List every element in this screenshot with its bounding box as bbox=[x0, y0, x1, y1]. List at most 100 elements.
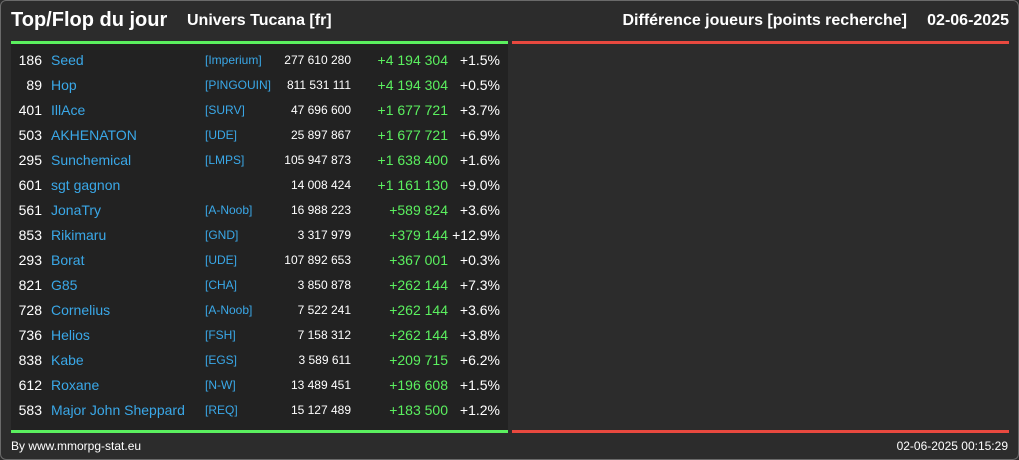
alliance-tag-link[interactable]: [UDE] bbox=[205, 128, 238, 142]
generated-timestamp: 02-06-2025 00:15:29 bbox=[896, 439, 1008, 453]
alliance-tag-link[interactable]: [UDE] bbox=[205, 253, 238, 267]
percent-change: +1.2% bbox=[459, 402, 500, 418]
player-row: 89 Hop [PINGOUIN] 811 531 111 +4 194 304 +0.5… bbox=[11, 73, 508, 98]
player-points: 105 947 873 bbox=[284, 153, 351, 167]
percent-change: +1.5% bbox=[459, 377, 500, 393]
percent-change: +12.9% bbox=[452, 227, 500, 243]
player-rank: 821 bbox=[18, 277, 42, 293]
player-name-link[interactable]: sgt gagnon bbox=[51, 177, 121, 193]
player-name-link[interactable]: Borat bbox=[51, 252, 85, 268]
points-delta: +1 638 400 bbox=[377, 152, 448, 168]
alliance-tag-link[interactable]: [LMPS] bbox=[205, 153, 245, 167]
player-rank: 736 bbox=[18, 327, 42, 343]
player-row: 612 Roxane [N-W] 13 489 451 +196 608 +1.5% bbox=[11, 373, 508, 398]
player-points: 3 589 611 bbox=[298, 353, 352, 367]
player-row: 736 Helios [FSH] 7 158 312 +262 144 +3.8% bbox=[11, 323, 508, 348]
player-points: 811 531 111 bbox=[286, 78, 351, 92]
player-name-link[interactable]: IllAce bbox=[51, 102, 86, 118]
player-row: 821 G85 [CHA] 3 850 878 +262 144 +7.3% bbox=[11, 273, 508, 298]
alliance-tag-link[interactable]: [A-Noob] bbox=[205, 303, 253, 317]
player-name-link[interactable]: Cornelius bbox=[51, 302, 111, 318]
flop-panel bbox=[512, 41, 1009, 433]
alliance-tag-link[interactable]: [A-Noob] bbox=[205, 203, 253, 217]
percent-change: +3.7% bbox=[459, 102, 500, 118]
player-name-link[interactable]: Kabe bbox=[51, 352, 84, 368]
percent-change: +0.5% bbox=[459, 77, 500, 93]
alliance-tag-link[interactable]: [N-W] bbox=[205, 378, 236, 392]
alliance-tag-link[interactable]: [Imperium] bbox=[205, 53, 262, 67]
player-rank: 295 bbox=[18, 152, 42, 168]
player-name-link[interactable]: Helios bbox=[51, 327, 90, 343]
points-delta: +4 194 304 bbox=[377, 77, 448, 93]
player-points: 3 850 878 bbox=[297, 278, 351, 292]
player-name-link[interactable]: G85 bbox=[51, 277, 78, 293]
player-points: 7 522 241 bbox=[297, 303, 351, 317]
player-points: 107 892 653 bbox=[284, 253, 351, 267]
player-name-link[interactable]: JonaTry bbox=[51, 202, 102, 218]
alliance-tag-link[interactable]: [SURV] bbox=[205, 103, 245, 117]
player-rank: 601 bbox=[18, 177, 42, 193]
percent-change: +1.6% bbox=[459, 152, 500, 168]
player-name-link[interactable]: AKHENATON bbox=[51, 127, 137, 143]
player-rank: 503 bbox=[18, 127, 42, 143]
player-row: 503 AKHENATON [UDE] 25 897 867 +1 677 721 +6.… bbox=[11, 123, 508, 148]
alliance-tag-link[interactable]: [REQ] bbox=[205, 403, 238, 417]
player-points: 16 988 223 bbox=[290, 203, 351, 217]
points-delta: +183 500 bbox=[389, 402, 448, 418]
player-name-link[interactable]: Roxane bbox=[51, 377, 100, 393]
alliance-tag-link[interactable]: [CHA] bbox=[205, 278, 238, 292]
player-row: 293 Borat [UDE] 107 892 653 +367 001 +0.3% bbox=[11, 248, 508, 273]
player-row: 728 Cornelius [A-Noob] 7 522 241 +262 144 +3.… bbox=[11, 298, 508, 323]
top-panel-accent-bar-bottom bbox=[11, 430, 508, 433]
player-rank: 401 bbox=[18, 102, 42, 118]
player-name-link[interactable]: Sunchemical bbox=[51, 152, 132, 168]
player-name-link[interactable]: Major John Sheppard bbox=[51, 402, 185, 418]
player-row: 401 IllAce [SURV] 47 696 600 +1 677 721 +3.7% bbox=[11, 98, 508, 123]
player-rank: 186 bbox=[18, 52, 42, 68]
player-points: 13 489 451 bbox=[290, 378, 351, 392]
player-name-link[interactable]: Seed bbox=[51, 52, 84, 68]
alliance-tag-link[interactable]: [PINGOUIN] bbox=[205, 78, 272, 92]
points-delta: +209 715 bbox=[389, 352, 448, 368]
player-row: 186 Seed [Imperium] 277 610 280 +4 194 304 +1… bbox=[11, 48, 508, 73]
player-name-link[interactable]: Hop bbox=[51, 77, 77, 93]
universe-subtitle: Univers Tucana [fr] bbox=[187, 12, 332, 29]
top-panel: 186 Seed [Imperium] 277 610 280 +4 194 304 +1… bbox=[11, 41, 508, 433]
page-title: Top/Flop du jour bbox=[11, 9, 168, 31]
player-row: 601 sgt gagnon 14 008 424 +1 161 130 +9.0% bbox=[11, 173, 508, 198]
points-delta: +589 824 bbox=[389, 202, 448, 218]
alliance-tag-link[interactable]: [FSH] bbox=[205, 328, 236, 342]
header: Top/Flop du jour Univers Tucana [fr] Dif… bbox=[11, 8, 1009, 36]
credit-link[interactable]: By www.mmorpg-stat.eu bbox=[11, 439, 142, 453]
player-row: 561 JonaTry [A-Noob] 16 988 223 +589 824 +3.6… bbox=[11, 198, 508, 223]
points-delta: +262 144 bbox=[389, 327, 448, 343]
player-name-link[interactable]: Rikimaru bbox=[51, 227, 107, 243]
player-rank: 89 bbox=[26, 77, 42, 93]
percent-change: +3.6% bbox=[459, 202, 500, 218]
points-delta: +262 144 bbox=[389, 277, 448, 293]
percent-change: +9.0% bbox=[459, 177, 500, 193]
player-points: 47 696 600 bbox=[290, 103, 351, 117]
alliance-tag-link[interactable]: [GND] bbox=[205, 228, 239, 242]
points-delta: +367 001 bbox=[389, 252, 448, 268]
player-row: 838 Kabe [EGS] 3 589 611 +209 715 +6.2% bbox=[11, 348, 508, 373]
player-points: 277 610 280 bbox=[284, 53, 351, 67]
flop-panel-accent-bar-bottom bbox=[512, 430, 1009, 433]
player-points: 3 317 979 bbox=[297, 228, 351, 242]
player-rank: 838 bbox=[18, 352, 42, 368]
flop-panel-accent-bar bbox=[512, 41, 1009, 44]
points-delta: +1 677 721 bbox=[377, 102, 448, 118]
player-rank: 561 bbox=[18, 202, 42, 218]
percent-change: +3.8% bbox=[459, 327, 500, 343]
top-panel-accent-bar bbox=[11, 41, 508, 44]
player-rank: 583 bbox=[18, 402, 42, 418]
player-points: 14 008 424 bbox=[290, 178, 351, 192]
alliance-tag-link[interactable]: [EGS] bbox=[205, 353, 238, 367]
percent-change: +6.9% bbox=[459, 127, 500, 143]
percent-change: +7.3% bbox=[459, 277, 500, 293]
header-date: 02-06-2025 bbox=[927, 12, 1009, 29]
percent-change: +6.2% bbox=[459, 352, 500, 368]
player-rank: 293 bbox=[18, 252, 42, 268]
player-row: 853 Rikimaru [GND] 3 317 979 +379 144 +12.9% bbox=[11, 223, 508, 248]
